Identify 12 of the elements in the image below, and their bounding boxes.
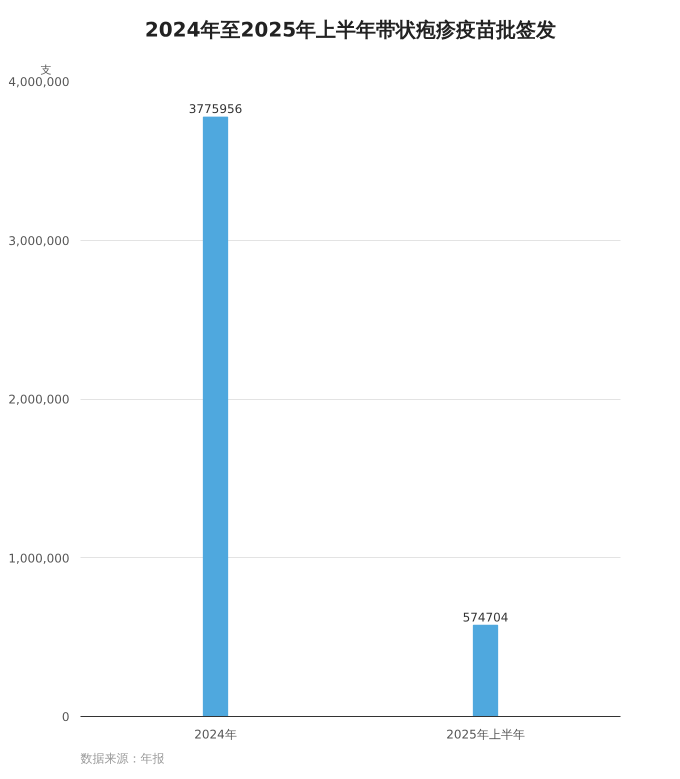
x-tick-label: 2025年上半年 (446, 728, 525, 742)
y-tick-label: 1,000,000 (8, 551, 70, 566)
data-label: 574704 (462, 610, 508, 624)
y-axis-title: 支 (40, 64, 52, 76)
y-tick-label: 0 (62, 710, 70, 724)
y-tick-label: 4,000,000 (8, 75, 70, 89)
source-note: 数据来源：年报 (80, 752, 164, 766)
y-tick-label: 3,000,000 (8, 234, 70, 248)
chart-title: 2024年至2025年上半年带状疱疹疫苗批签发 (144, 18, 556, 42)
data-label: 3775956 (188, 102, 242, 116)
x-tick-label: 2024年 (194, 728, 237, 742)
y-tick-label: 2,000,000 (8, 392, 70, 406)
